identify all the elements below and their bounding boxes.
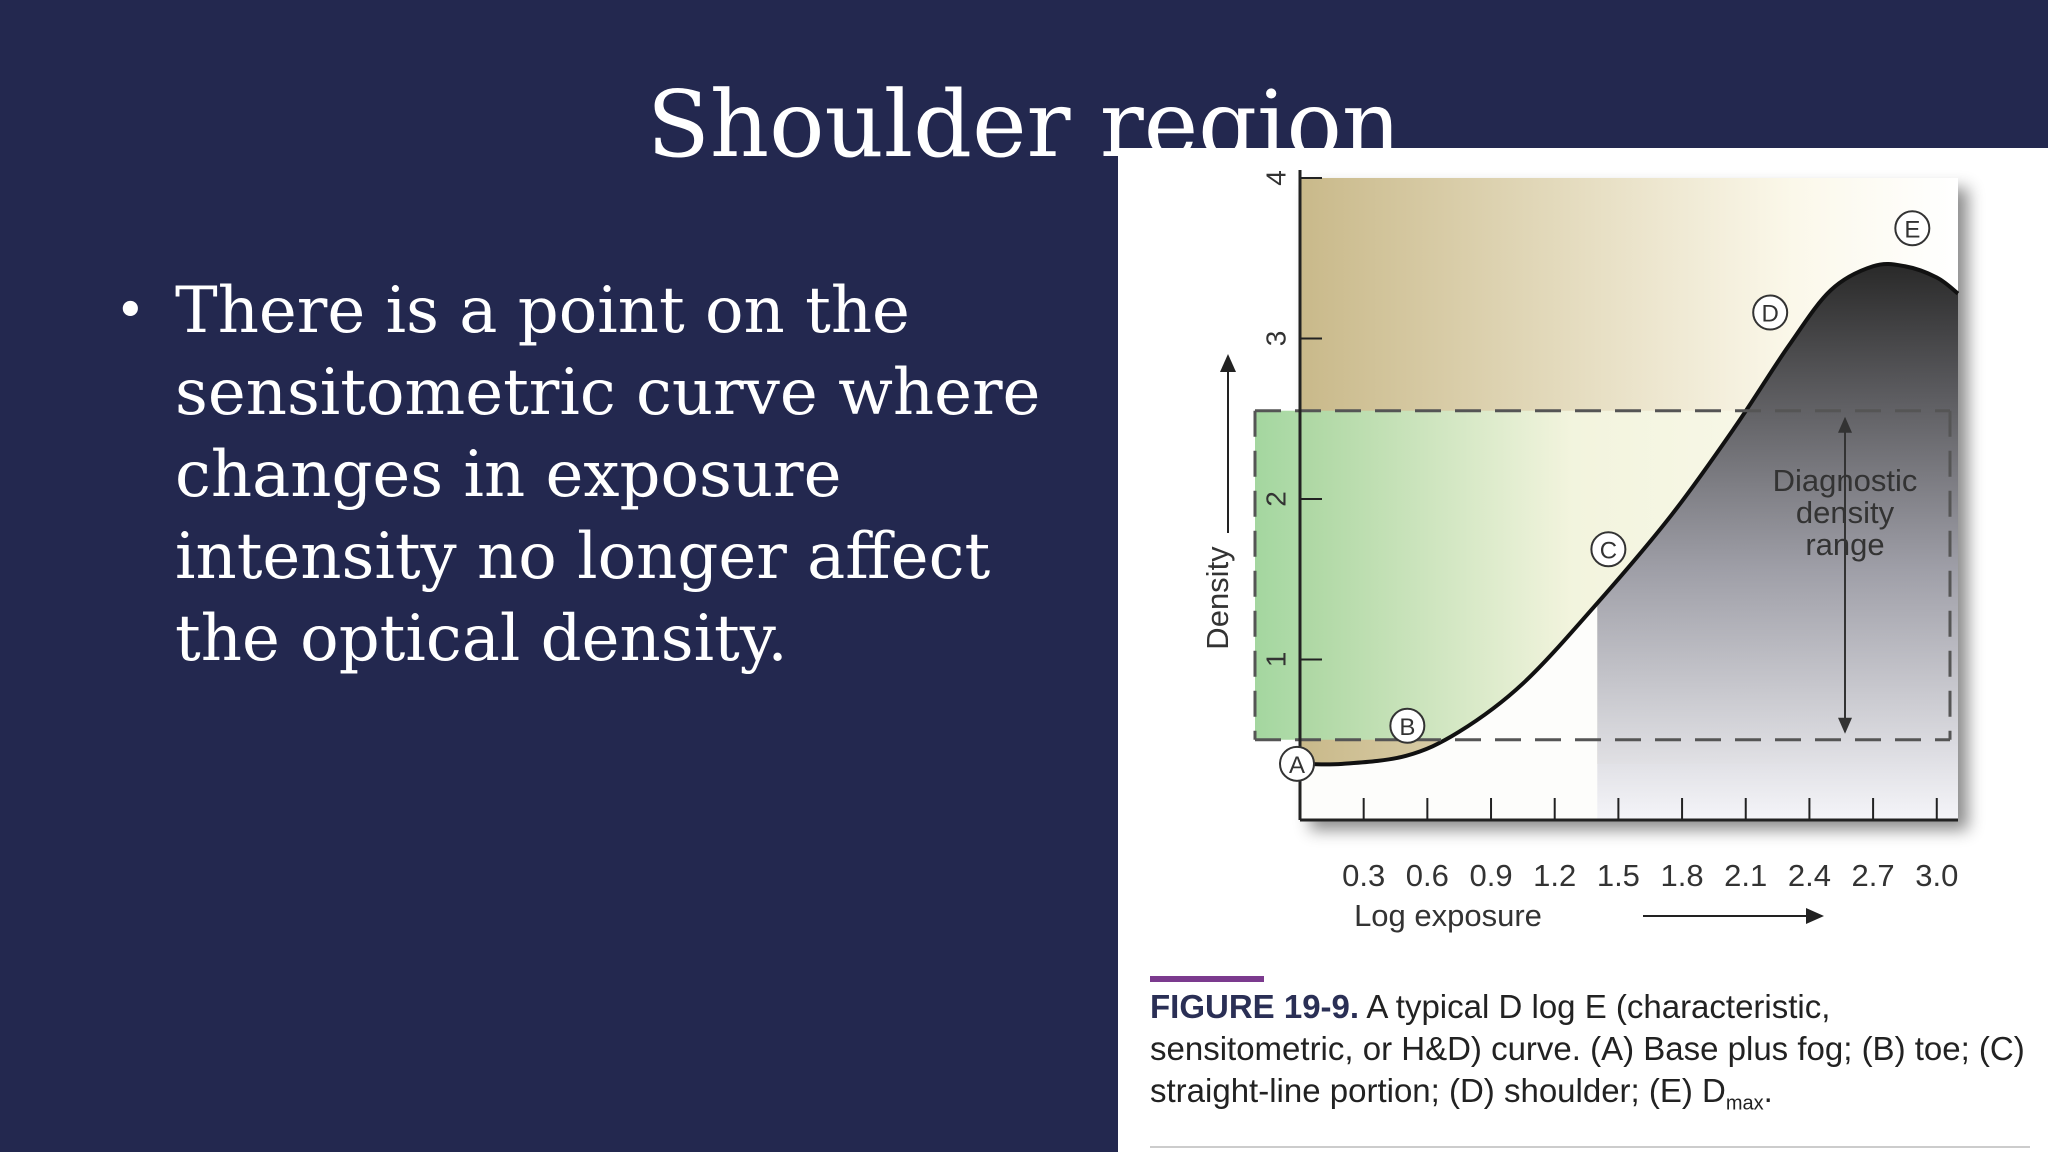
diagnostic-range-line: density <box>1796 495 1895 530</box>
range-arrow-up <box>1838 416 1852 433</box>
bullet-text: There is a point on the sensitometric cu… <box>175 274 1041 676</box>
y-tick-label: 2 <box>1260 491 1291 507</box>
point-marker-c <box>1590 531 1627 568</box>
diagnostic-range-label: Diagnostic density range <box>1773 463 1918 562</box>
caption-end: . <box>1763 1072 1773 1109</box>
caption-label: FIGURE 19-9. <box>1150 988 1360 1025</box>
point-label-b: B <box>1399 714 1415 741</box>
y-tick-label: 3 <box>1260 331 1291 347</box>
y-tick-label: 4 <box>1260 170 1291 186</box>
toe-fill <box>1300 603 1598 820</box>
caption-rule <box>1150 976 1264 982</box>
y-tick-label: 1 <box>1260 652 1291 668</box>
y-axis-arrow-head <box>1220 354 1236 372</box>
point-marker-a <box>1279 745 1315 782</box>
point-label-e: E <box>1904 216 1920 243</box>
x-tick-label: 1.5 <box>1597 858 1640 893</box>
bullet-item: • There is a point on the sensitometric … <box>115 270 1105 680</box>
x-tick-label: 2.7 <box>1852 858 1895 893</box>
y-axis-label: Density <box>1200 546 1235 650</box>
point-label-d: D <box>1762 301 1779 328</box>
range-arrow-down <box>1838 717 1852 734</box>
x-tick-label: 0.6 <box>1406 858 1449 893</box>
bottom-rule <box>1150 1146 2030 1148</box>
shoulder-fill <box>1597 263 1958 820</box>
figure-caption: FIGURE 19-9. A typical D log E (characte… <box>1150 986 2030 1125</box>
x-tick-label: 1.2 <box>1533 858 1576 893</box>
figure-panel: Diagnostic density range 1 2 3 4 0.3 0.6 0.9 1.2 1.… <box>1118 148 2048 1152</box>
x-tick-label: 0.9 <box>1469 858 1512 893</box>
caption-text: A typical D log E (characteristic, sensi… <box>1150 988 2025 1109</box>
x-tick-label: 3.0 <box>1915 858 1958 893</box>
diagnostic-range-line: range <box>1805 527 1884 562</box>
x-tick-label: 1.8 <box>1661 858 1704 893</box>
x-axis-label: Log exposure <box>1354 898 1542 933</box>
hd-curve-chart: Diagnostic density range 1 2 3 4 0.3 0.6 0.9 1.2 1.… <box>1200 170 1960 933</box>
bullet-list: • There is a point on the sensitometric … <box>115 270 1105 680</box>
x-tick-label: 2.1 <box>1724 858 1767 893</box>
caption-subscript: max <box>1725 1092 1764 1115</box>
point-label-a: A <box>1289 752 1305 779</box>
characteristic-curve <box>1299 262 1960 767</box>
x-axis-arrow-head <box>1806 908 1824 924</box>
point-marker-e <box>1894 210 1931 247</box>
point-marker-b <box>1389 707 1426 744</box>
diagnostic-range-line: Diagnostic <box>1773 463 1918 498</box>
point-marker-d <box>1752 294 1789 331</box>
x-tick-label: 0.3 <box>1342 858 1385 893</box>
bullet-marker: • <box>115 281 146 341</box>
point-label-c: C <box>1600 537 1617 564</box>
x-tick-label: 2.4 <box>1788 858 1831 893</box>
